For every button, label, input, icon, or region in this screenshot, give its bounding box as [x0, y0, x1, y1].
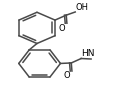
Text: OH: OH [76, 3, 88, 12]
Text: O: O [63, 71, 70, 80]
Text: O: O [58, 24, 65, 33]
Text: HN: HN [81, 49, 94, 58]
